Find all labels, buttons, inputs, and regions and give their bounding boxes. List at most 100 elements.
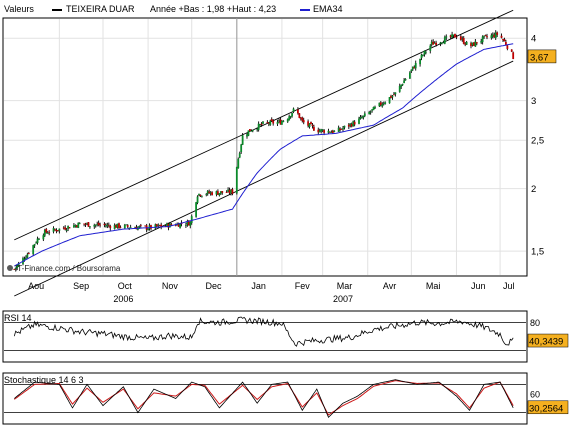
- price-candle-body: [230, 190, 232, 194]
- price-candle-body: [288, 116, 291, 121]
- price-candle-body: [198, 193, 200, 196]
- month-label: Jun: [471, 281, 486, 291]
- price-tick-label: 4: [531, 34, 536, 45]
- price-candle-body: [423, 50, 426, 55]
- watermark: IT-Finance.com / Boursorama: [7, 264, 121, 273]
- price-candle-body: [454, 33, 456, 38]
- price-candle-body: [333, 130, 336, 132]
- price-candle-body: [84, 223, 87, 225]
- price-candle-body: [394, 92, 397, 95]
- price-candle-body: [363, 113, 366, 116]
- price-candle-body: [327, 130, 330, 133]
- price-candle-body: [400, 84, 403, 87]
- price-candle-body: [361, 117, 363, 119]
- price-candle-body: [256, 129, 259, 131]
- price-candle-body: [493, 34, 496, 38]
- price-candle-body: [474, 41, 477, 47]
- price-candle-body: [281, 121, 283, 125]
- price-candle-body: [318, 130, 321, 133]
- stoch-k-line: [14, 379, 514, 419]
- price-candle-body: [378, 102, 381, 107]
- price-candle-body: [154, 224, 157, 229]
- price-candle-body: [160, 224, 163, 227]
- price-candle-body: [490, 35, 493, 38]
- price-candle-body: [442, 42, 445, 44]
- price-candle-body: [311, 124, 314, 127]
- price-candle-body: [96, 224, 99, 225]
- price-candle-body: [199, 194, 202, 197]
- price-candle-body: [425, 51, 427, 53]
- rsi-panel-frame: [2, 310, 528, 363]
- price-candle-body: [75, 225, 78, 228]
- price-candle-body: [388, 97, 391, 104]
- price-candle-body: [317, 129, 320, 133]
- price-candle-body: [215, 191, 218, 195]
- price-candle-body: [484, 34, 487, 36]
- month-label: Jul: [503, 281, 515, 291]
- price-candle-body: [209, 192, 212, 194]
- price-candle-body: [217, 191, 219, 195]
- price-candle-body: [292, 108, 295, 112]
- price-candle-body: [54, 229, 56, 231]
- price-candle-body: [404, 78, 407, 81]
- price-candle-body: [494, 32, 497, 38]
- price-candle-body: [439, 42, 442, 44]
- price-tick-label: 1,5: [531, 247, 544, 258]
- price-candle-body: [68, 227, 71, 229]
- price-candle-body: [93, 225, 96, 227]
- channel-lower-line: [14, 60, 514, 297]
- price-candle-body: [169, 223, 171, 228]
- x-axis-years: 2006 2007: [113, 294, 353, 304]
- price-candle-body: [500, 35, 503, 38]
- price-candle-body: [179, 223, 181, 228]
- price-candle-body: [238, 153, 241, 158]
- price-candle-body: [64, 227, 67, 230]
- price-candle-body: [237, 158, 240, 169]
- x-axis-months: Aou Sep Oct Nov Dec Jan Fev Mar Avr Mai Jun Jul: [28, 281, 514, 291]
- price-candle-body: [374, 106, 376, 109]
- price-candle-body: [89, 226, 91, 228]
- price-candle-body: [429, 45, 432, 51]
- price-candle-body: [219, 191, 222, 194]
- price-tick-label: 3: [531, 96, 536, 107]
- price-tick-label: 2: [531, 184, 536, 195]
- price-candle-body: [57, 230, 59, 231]
- month-label: Mai: [426, 281, 441, 291]
- price-candle-body: [119, 226, 122, 228]
- month-label: Jan: [251, 281, 266, 291]
- price-candle-body: [177, 223, 180, 227]
- price-candle-body: [259, 124, 261, 126]
- price-candle-body: [83, 223, 85, 225]
- price-candle-body: [491, 34, 494, 37]
- price-candle-body: [464, 43, 467, 45]
- price-candle-body: [45, 229, 48, 233]
- price-candle-body: [167, 223, 170, 228]
- price-candle-body: [470, 43, 472, 47]
- legend-ema: EMA34: [313, 4, 343, 14]
- price-candle-body: [42, 235, 45, 240]
- price-candle-body: [269, 120, 272, 126]
- price-candle-body: [103, 223, 106, 226]
- price-candle-body: [391, 95, 394, 98]
- price-candle-body: [359, 117, 362, 119]
- price-candle-body: [331, 130, 334, 133]
- price-candle-body: [279, 119, 282, 125]
- price-candle-body: [443, 37, 446, 44]
- price-candle-body: [339, 128, 341, 131]
- price-candle-body: [369, 111, 372, 113]
- price-candle-body: [55, 230, 58, 232]
- rsi-last-value: 40,3439: [529, 337, 563, 348]
- ema-line: [14, 43, 514, 267]
- price-legend-swatch: [52, 9, 62, 11]
- price-candle-body: [150, 225, 152, 229]
- price-candle-body: [350, 124, 353, 127]
- price-candle-body: [155, 224, 158, 227]
- price-candle-body: [461, 38, 464, 40]
- price-candle-body: [73, 225, 75, 228]
- price-candle-body: [67, 226, 69, 229]
- month-label: Aou: [28, 281, 44, 291]
- price-candle-body: [158, 225, 161, 226]
- stoch-panel-frame: [2, 372, 528, 425]
